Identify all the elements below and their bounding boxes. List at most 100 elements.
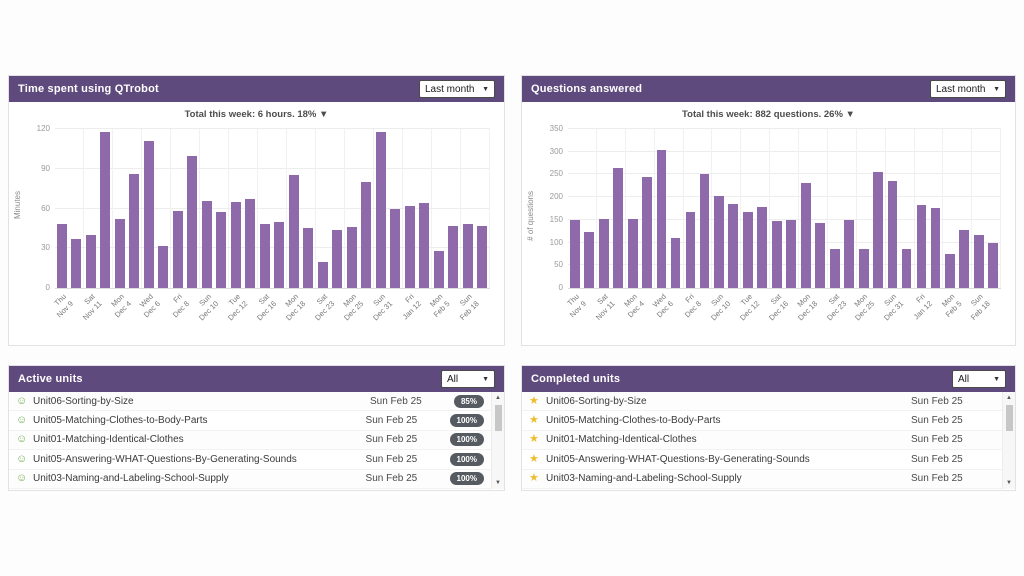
active-unit-smiley-icon: ☺ (16, 394, 28, 407)
bar[interactable] (231, 201, 241, 288)
bar[interactable] (434, 250, 444, 288)
progress-badge: 100% (449, 433, 484, 447)
bar[interactable] (598, 218, 609, 288)
bar[interactable] (260, 224, 270, 288)
bar[interactable] (612, 167, 623, 288)
bar[interactable] (743, 211, 754, 288)
bar[interactable] (670, 237, 681, 288)
bar[interactable] (584, 232, 594, 288)
bar[interactable] (390, 208, 400, 288)
bar[interactable] (173, 211, 183, 288)
bar[interactable] (115, 219, 125, 288)
completed-units-scrollbar[interactable]: ▲ ▼ (1002, 392, 1015, 489)
bar[interactable] (448, 225, 458, 288)
unit-name: Unit06-Sorting-by-Size (546, 395, 647, 407)
questions-filter-select[interactable]: Last month ▼ (930, 80, 1006, 98)
bar[interactable] (685, 211, 696, 288)
bar[interactable] (361, 182, 371, 288)
time-filter-value: Last month (425, 83, 475, 95)
time-filter-select[interactable]: Last month ▼ (419, 80, 495, 98)
bar[interactable] (405, 205, 415, 288)
bar[interactable] (916, 204, 927, 288)
bar[interactable] (772, 220, 782, 288)
bar[interactable] (245, 199, 255, 288)
bar[interactable] (570, 219, 580, 288)
bar[interactable] (959, 229, 970, 288)
bar-cell (697, 129, 713, 288)
bar[interactable] (930, 207, 941, 288)
bar[interactable] (728, 204, 739, 288)
scroll-up-icon[interactable]: ▲ (495, 395, 501, 401)
bar[interactable] (419, 203, 429, 288)
unit-row[interactable]: ★ Unit03-Naming-and-Labeling-School-Suppl… (522, 469, 1002, 489)
bar[interactable] (901, 248, 912, 288)
active-units-filter-select[interactable]: All ▼ (441, 370, 495, 388)
bar[interactable] (144, 140, 154, 288)
bar[interactable] (86, 235, 96, 288)
unit-row[interactable]: ☺ Unit01-Matching-Identical-Clothes Sun Fe… (9, 430, 491, 451)
bar-cell (272, 129, 287, 288)
unit-row[interactable]: ☺ Unit06-Sorting-by-Size Sun Feb 25 85% (9, 392, 491, 412)
bar[interactable] (829, 249, 840, 288)
active-unit-smiley-icon: ☺ (16, 452, 28, 465)
bar[interactable] (274, 221, 284, 288)
bar[interactable] (100, 131, 110, 288)
bar[interactable] (187, 155, 197, 288)
unit-date: Sun Feb 25 (365, 453, 418, 465)
bar[interactable] (627, 218, 638, 288)
y-axis-tick-label: 350 (549, 124, 563, 133)
unit-row[interactable]: ★ Unit06-Sorting-by-Size Sun Feb 25 (522, 392, 1002, 412)
unit-date: Sun Feb 25 (369, 395, 422, 407)
bar[interactable] (71, 238, 81, 288)
scroll-up-icon[interactable]: ▲ (1006, 395, 1012, 401)
bar[interactable] (858, 248, 869, 288)
unit-row[interactable]: ★ Unit05-Answering-WHAT-Questions-By-Gene… (522, 450, 1002, 470)
bar[interactable] (477, 225, 487, 288)
unit-row[interactable]: ☺ Unit05-Answering-WHAT-Questions-By-Gene… (9, 450, 491, 470)
scroll-down-icon[interactable]: ▼ (495, 480, 501, 486)
scrollbar-thumb[interactable] (1005, 405, 1013, 431)
unit-row[interactable]: ☺ Unit03-Naming-and-Labeling-School-Suppl… (9, 469, 491, 489)
bar[interactable] (158, 245, 168, 288)
x-axis-tick-cell: Mon Dec 18 (795, 289, 819, 335)
gridline (568, 196, 1001, 198)
unit-row[interactable]: ★ Unit05-Matching-Clothes-to-Body-Parts Su… (522, 411, 1002, 431)
bar-cell (640, 129, 655, 288)
bar[interactable] (216, 212, 226, 288)
unit-row[interactable]: ★ Unit01-Matching-Identical-Clothes Sun Fe… (522, 430, 1002, 451)
bar[interactable] (757, 207, 768, 288)
bar[interactable] (843, 219, 854, 288)
bar[interactable] (57, 224, 67, 288)
completed-units-filter-select[interactable]: All ▼ (952, 370, 1006, 388)
bar[interactable] (887, 181, 898, 288)
bar[interactable] (289, 175, 299, 288)
bar[interactable] (303, 228, 313, 288)
unit-row[interactable]: ☺ Unit05-Matching-Clothes-to-Body-Parts Su… (9, 411, 491, 431)
scrollbar-thumb[interactable] (494, 405, 502, 431)
scroll-down-icon[interactable]: ▼ (1006, 480, 1012, 486)
bar[interactable] (332, 229, 342, 288)
bar[interactable] (376, 131, 386, 288)
bar-cell (214, 129, 229, 288)
bar[interactable] (129, 174, 139, 288)
bar[interactable] (974, 234, 985, 288)
bar[interactable] (801, 182, 811, 288)
bar[interactable] (641, 176, 652, 288)
bar[interactable] (714, 196, 725, 288)
x-axis-tick-cell: Sun Feb 18 (458, 289, 481, 335)
bar[interactable] (463, 224, 473, 288)
bar[interactable] (988, 242, 999, 288)
bar[interactable] (347, 227, 357, 288)
bar[interactable] (699, 173, 710, 288)
bar[interactable] (318, 261, 328, 288)
bar[interactable] (945, 253, 956, 288)
bar[interactable] (656, 149, 667, 288)
bar[interactable] (815, 222, 825, 288)
bar[interactable] (872, 171, 883, 288)
bar[interactable] (786, 219, 796, 288)
bar[interactable] (202, 200, 212, 288)
trend-down-icon: ▼ (319, 109, 329, 120)
x-axis-tick-cell: Mon Feb 5 (428, 289, 452, 335)
active-units-scrollbar[interactable]: ▲ ▼ (491, 392, 504, 489)
bar-cell (98, 129, 113, 288)
